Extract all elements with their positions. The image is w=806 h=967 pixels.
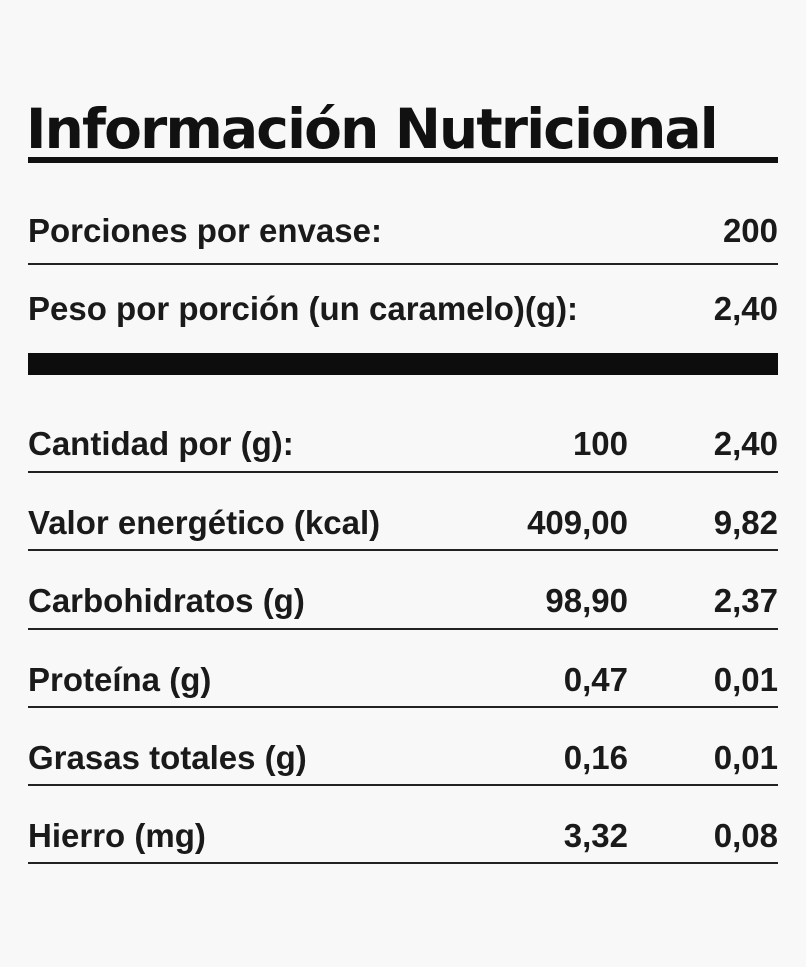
table-row: Proteína (g) 0,47 0,01 [28, 660, 778, 700]
page-title: Información Nutricional [26, 97, 719, 161]
thick-divider [28, 353, 778, 375]
table-row: Valor energético (kcal) 409,00 9,82 [28, 503, 778, 543]
nutrient-label: Hierro (mg) [28, 817, 206, 854]
table-row: Grasas totales (g) 0,16 0,01 [28, 738, 778, 778]
row-divider [28, 263, 778, 265]
nutrient-per-portion: 0,01 [713, 739, 778, 776]
table-row: Hierro (mg) 3,32 0,08 [28, 816, 778, 856]
weight-per-serving-label: Peso por porción (un caramelo)(g): [28, 290, 579, 327]
nutrient-label: Proteína (g) [28, 661, 212, 698]
table-row: Carbohidratos (g) 98,90 2,37 [28, 581, 778, 621]
nutrient-label: Grasas totales (g) [28, 739, 307, 776]
servings-per-container-value: 200 [722, 212, 778, 249]
row-divider [28, 706, 778, 708]
per-portion-header: 2,40 [713, 425, 778, 462]
row-divider [28, 862, 778, 864]
weight-per-serving-value: 2,40 [713, 290, 778, 327]
row-divider [28, 549, 778, 551]
nutrient-per-portion: 9,82 [713, 504, 778, 541]
row-divider [28, 784, 778, 786]
nutrient-label: Carbohidratos (g) [28, 582, 305, 619]
nutrient-per-100: 3,32 [563, 817, 628, 854]
nutrient-label: Valor energético (kcal) [28, 504, 381, 541]
table-header-row: Cantidad por (g): 100 2,40 [28, 424, 778, 464]
servings-per-container-row: Porciones por envase: 200 [28, 211, 778, 251]
nutrient-per-portion: 0,08 [713, 817, 778, 854]
amount-per-label: Cantidad por (g): [28, 425, 294, 462]
title-underline [28, 157, 778, 163]
nutrient-per-100: 0,16 [563, 739, 628, 776]
nutrient-per-100: 0,47 [563, 661, 628, 698]
weight-per-serving-row: Peso por porción (un caramelo)(g): 2,40 [28, 289, 778, 329]
servings-per-container-label: Porciones por envase: [28, 212, 382, 249]
nutrient-per-portion: 2,37 [713, 582, 778, 619]
nutrient-per-portion: 0,01 [713, 661, 778, 698]
row-divider [28, 628, 778, 630]
per-100-header: 100 [572, 425, 628, 462]
nutrient-per-100: 409,00 [527, 504, 628, 541]
row-divider [28, 471, 778, 473]
nutrient-per-100: 98,90 [545, 582, 628, 619]
